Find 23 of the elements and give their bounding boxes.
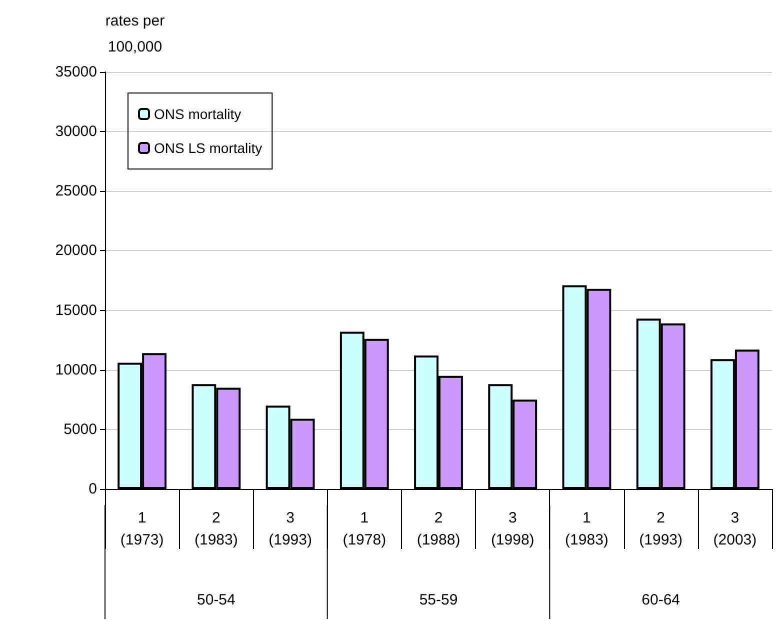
text: 60-64 (642, 592, 680, 608)
x-tick-label: 3 (2003) (713, 510, 757, 548)
y-tick-label: 5000 (64, 420, 97, 438)
legend-label: ONS LS mortality (154, 140, 262, 156)
x-tick-label: 2 (1988) (416, 510, 460, 548)
x-tick-label: 2 (1983) (194, 510, 238, 548)
legend-label: ONS mortality (154, 106, 242, 122)
x-tick-label: 3 (1998) (490, 510, 534, 548)
x-tick-label: 1 (1983) (565, 510, 608, 548)
y-tick-label: 30000 (55, 123, 97, 140)
y-tick-label: 35000 (55, 64, 97, 80)
x-tick-label: 1 (1973) (120, 510, 164, 548)
text: 55-59 (419, 592, 458, 608)
y-tick-label: 20000 (55, 242, 97, 260)
y-axis-title: rates per 100,000 (105, 12, 165, 56)
y-tick-label: 10000 (55, 361, 97, 378)
text: 50-54 (196, 592, 236, 608)
x-tick-label: 1 (1978) (342, 510, 386, 548)
y-tick-label: 25000 (55, 182, 97, 200)
y-tick-label: 0 (88, 480, 97, 498)
x-tick-label: 2 (1993) (639, 510, 683, 548)
y-tick-label: 15000 (55, 302, 97, 319)
x-tick-label: 3 (1993) (268, 510, 312, 548)
